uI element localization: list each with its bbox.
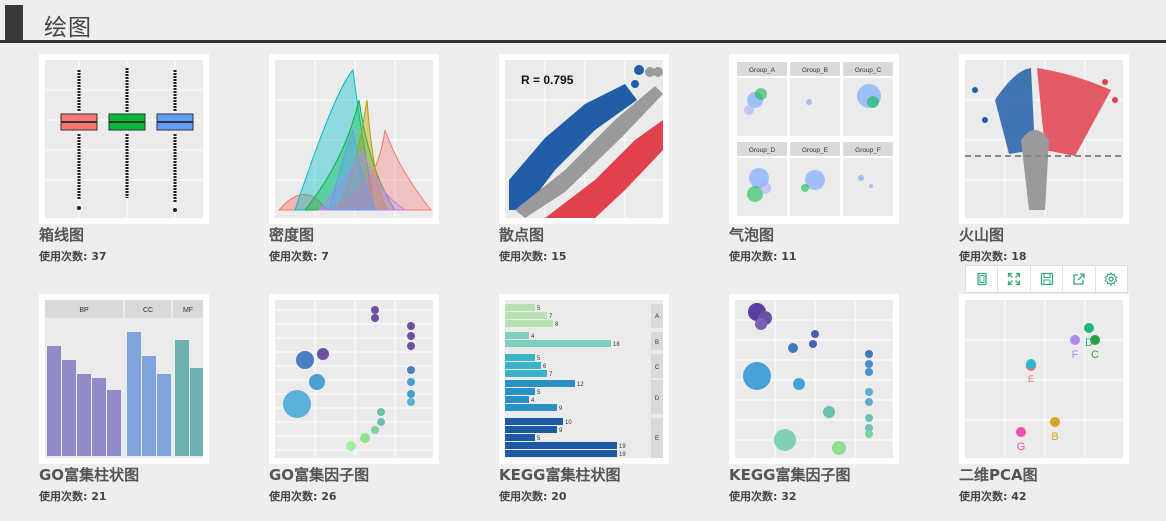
fullscreen-icon xyxy=(1007,272,1021,286)
chart-title[interactable]: 火山图 xyxy=(959,226,1005,244)
bubble-preview: Group_A Group_B Group_C Group_D Group_E … xyxy=(735,60,893,218)
panel-label: Group_B xyxy=(802,67,828,74)
usage-count: 使用次数: 11 xyxy=(729,250,797,263)
chart-title[interactable]: 散点图 xyxy=(499,226,545,244)
settings-button[interactable] xyxy=(1096,266,1127,292)
save-button[interactable] xyxy=(1031,266,1064,292)
bar-value-label: 4 xyxy=(531,334,535,340)
pca-point-label: B xyxy=(1051,431,1058,443)
usage-count: 使用次数: 26 xyxy=(269,490,337,503)
pca-point-label: C xyxy=(1091,349,1099,361)
pca-point-label: E xyxy=(1028,374,1034,384)
chart-title[interactable]: KEGG富集因子图 xyxy=(729,466,851,484)
save-icon xyxy=(1040,272,1053,286)
panel-label: Group_D xyxy=(749,147,776,154)
usage-count: 使用次数: 32 xyxy=(729,490,797,503)
go-factor-thumbnail[interactable] xyxy=(269,294,439,464)
chart-title[interactable]: KEGG富集柱状图 xyxy=(499,466,621,484)
bar-value-label: 18 xyxy=(613,342,620,348)
volcano-preview xyxy=(965,60,1123,218)
header-accent-bar xyxy=(5,5,23,40)
bar-value-label: 19 xyxy=(619,452,626,458)
usage-count: 使用次数: 42 xyxy=(959,490,1027,503)
scatter-preview: R = 0.795 xyxy=(505,60,663,218)
usage-count: 使用次数: 18 xyxy=(959,250,1027,263)
facet-label: D xyxy=(655,396,660,402)
kegg-bar-preview: A B C D E xyxy=(505,300,663,458)
chart-action-toolbar xyxy=(965,265,1128,293)
facet-label: BP xyxy=(79,307,89,314)
facet-label: E xyxy=(655,436,659,442)
pca-thumbnail[interactable]: F D C E B G xyxy=(959,294,1129,464)
scatter-thumbnail[interactable]: R = 0.795 xyxy=(499,54,669,224)
bar-value-label: 10 xyxy=(565,420,572,426)
volcano-thumbnail[interactable] xyxy=(959,54,1129,224)
density-preview xyxy=(275,60,433,218)
section-title: 绘图 xyxy=(44,15,92,41)
usage-count: 使用次数: 7 xyxy=(269,250,329,263)
facet-label: CC xyxy=(143,307,153,314)
panel-label: Group_C xyxy=(855,67,882,74)
usage-count: 使用次数: 15 xyxy=(499,250,567,263)
boxplot-preview xyxy=(45,60,203,218)
bar-value-label: 5 xyxy=(537,390,541,396)
go-bar-thumbnail[interactable]: BP CC MF xyxy=(39,294,209,464)
bar-value-label: 5 xyxy=(537,436,541,442)
bar-value-label: 7 xyxy=(549,372,553,378)
kegg-factor-thumbnail[interactable] xyxy=(729,294,899,464)
kegg-bar-thumbnail[interactable]: A B C D E xyxy=(499,294,669,464)
facet-label: A xyxy=(655,314,659,320)
fullscreen-button[interactable] xyxy=(998,266,1031,292)
chart-title[interactable]: 二维PCA图 xyxy=(959,466,1038,484)
facet-label: C xyxy=(655,365,660,371)
bar-value-label: 7 xyxy=(549,314,553,320)
go-factor-preview xyxy=(275,300,433,458)
pca-point-label: G xyxy=(1017,441,1026,453)
panel-label: Group_E xyxy=(802,147,829,154)
copy-icon xyxy=(977,272,987,286)
bar-value-label: 4 xyxy=(531,398,535,404)
pca-point-label: F xyxy=(1072,349,1079,361)
bar-value-label: 9 xyxy=(559,428,563,434)
usage-count: 使用次数: 21 xyxy=(39,490,107,503)
share-button[interactable] xyxy=(1063,266,1096,292)
correlation-label: R = 0.795 xyxy=(521,73,574,87)
chart-title[interactable]: 箱线图 xyxy=(39,226,85,244)
bar-value-label: 8 xyxy=(555,322,559,328)
section-header: 绘图 xyxy=(0,0,1166,43)
chart-title[interactable]: 气泡图 xyxy=(729,226,775,244)
bar-value-label: 9 xyxy=(559,406,563,412)
usage-count: 使用次数: 37 xyxy=(39,250,107,263)
pca-point-label: D xyxy=(1085,337,1093,349)
chart-title[interactable]: GO富集柱状图 xyxy=(39,466,140,484)
share-icon xyxy=(1073,273,1085,285)
bar-value-label: 19 xyxy=(619,444,626,450)
copy-button[interactable] xyxy=(966,266,999,292)
bubble-thumbnail[interactable]: Group_A Group_B Group_C Group_D Group_E … xyxy=(729,54,899,224)
usage-count: 使用次数: 20 xyxy=(499,490,567,503)
kegg-factor-preview xyxy=(735,300,893,458)
boxplot-thumbnail[interactable] xyxy=(39,54,209,224)
facet-label: MF xyxy=(183,307,193,314)
bar-value-label: 6 xyxy=(543,364,547,370)
go-bar-preview: BP CC MF xyxy=(45,300,203,458)
facet-label: B xyxy=(655,340,659,346)
density-thumbnail[interactable] xyxy=(269,54,439,224)
settings-icon xyxy=(1104,272,1118,286)
panel-label: Group_F xyxy=(855,147,881,154)
panel-label: Group_A xyxy=(749,67,776,74)
chart-title[interactable]: GO富集因子图 xyxy=(269,466,370,484)
pca-preview: F D C E B G xyxy=(965,300,1123,458)
bar-value-label: 12 xyxy=(577,382,584,388)
chart-title[interactable]: 密度图 xyxy=(269,226,315,244)
bar-value-label: 5 xyxy=(537,356,541,362)
bar-value-label: 5 xyxy=(537,306,541,312)
